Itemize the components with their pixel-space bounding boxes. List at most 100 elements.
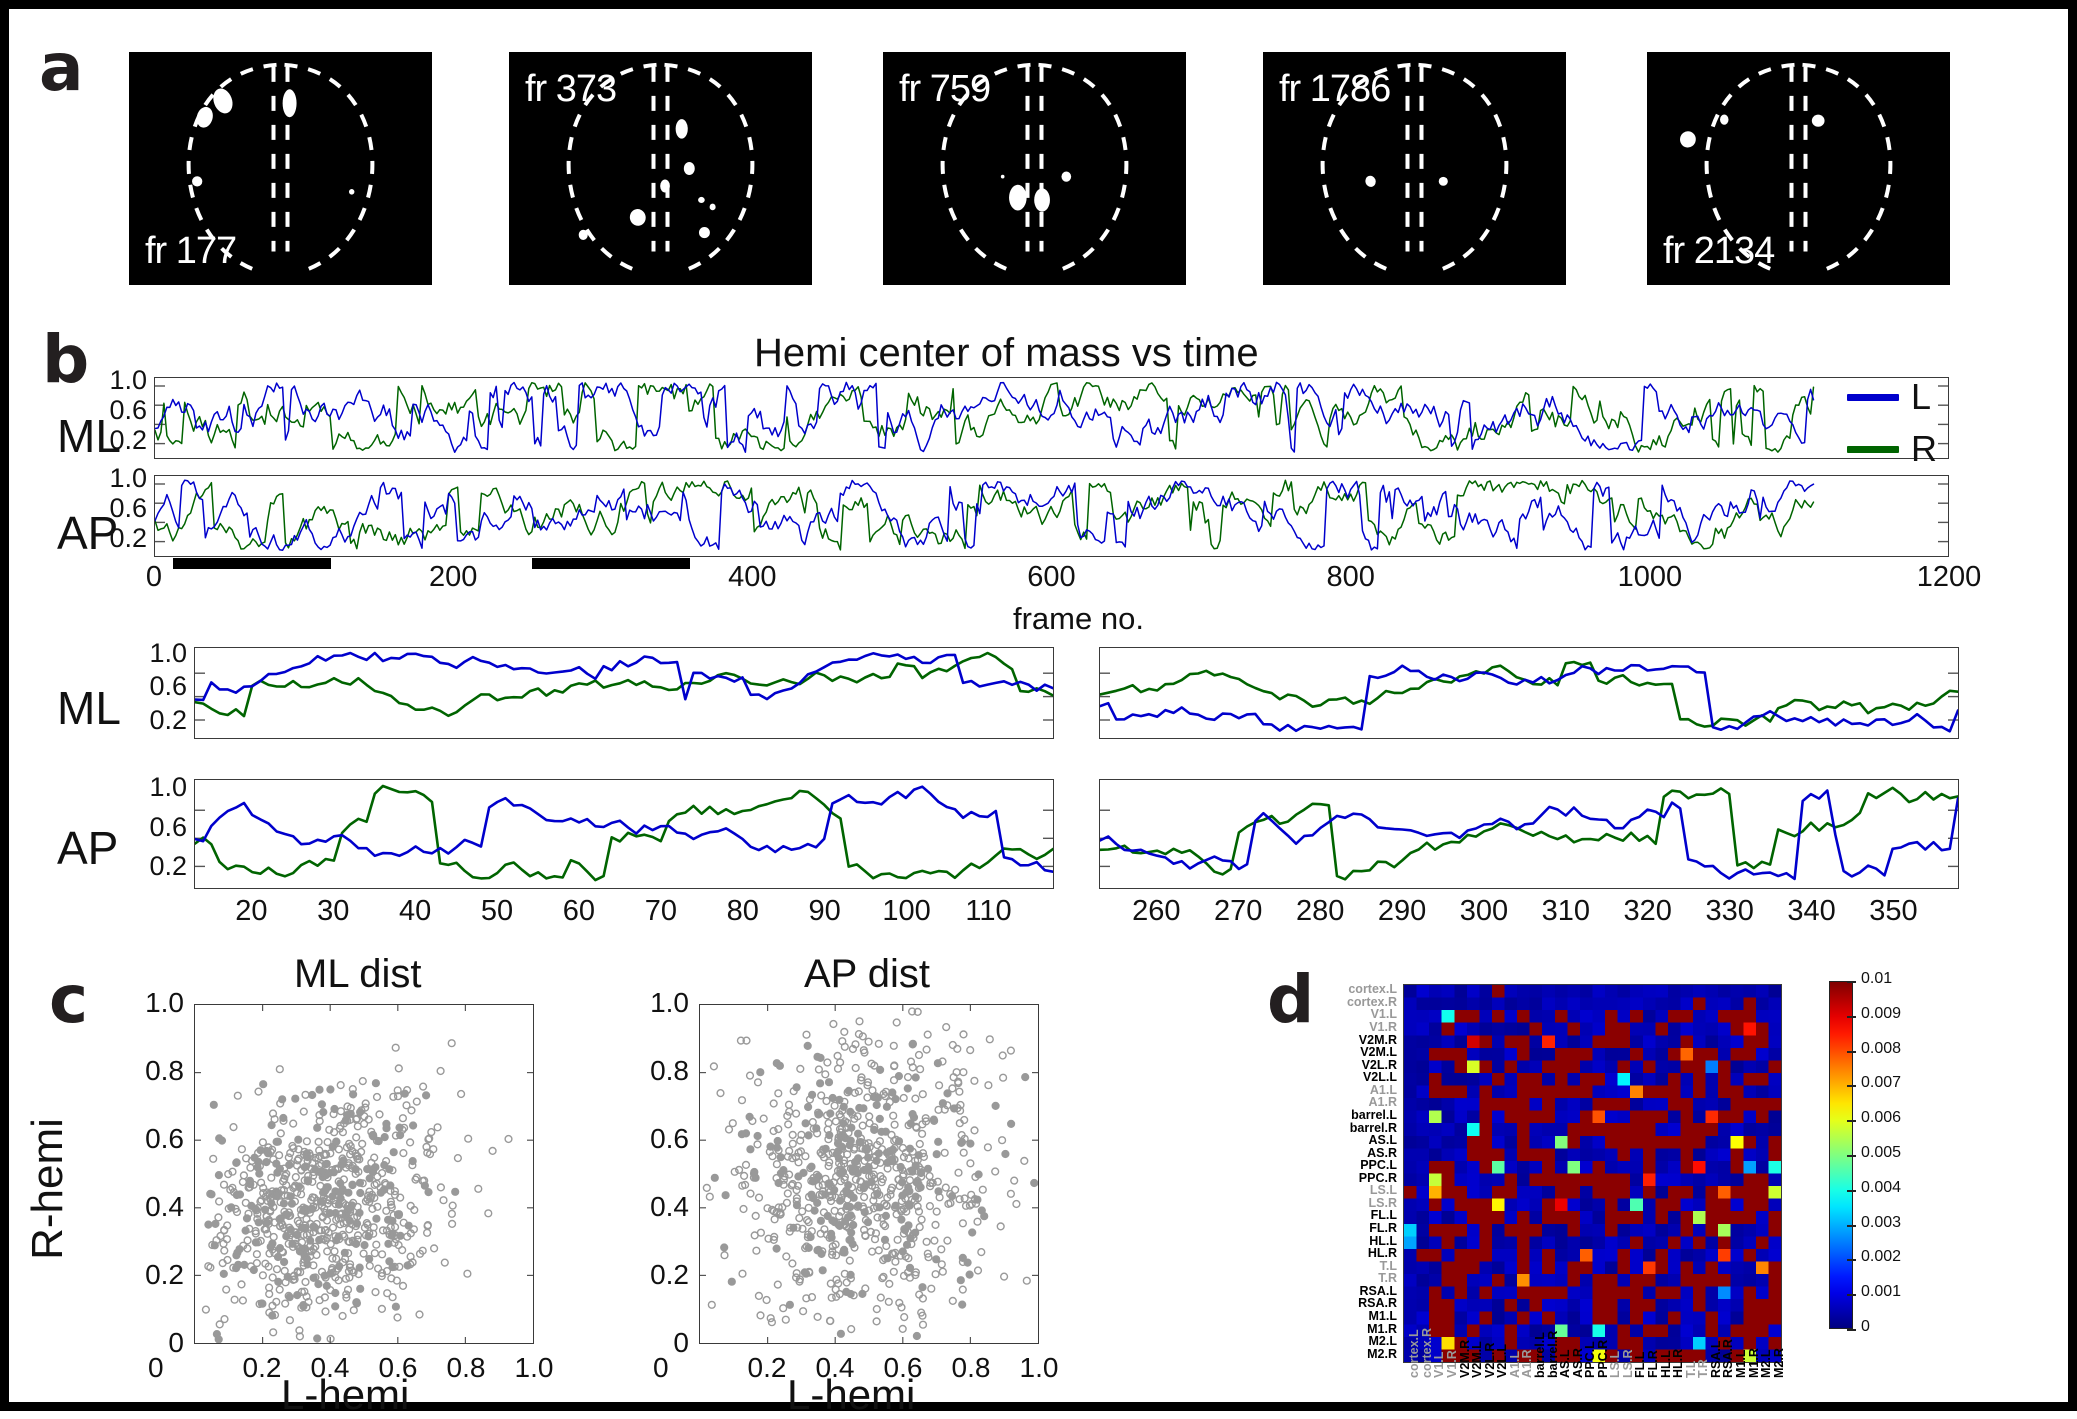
matrix-col-label-m1-l: M1.L (1734, 1349, 1749, 1378)
scatter-1-ytick-0: 0 (673, 1327, 689, 1358)
overview-ytick-1-2: 0.2 (109, 523, 147, 553)
zoom-xtick-0-6: 80 (726, 895, 759, 927)
zoom-xtick-0-8: 100 (882, 895, 931, 927)
matrix-row-label-m1-l: M1.L (1368, 1309, 1397, 1324)
panel-b-letter: b (42, 321, 90, 398)
colorbar-tick-3: 0.007 (1861, 1074, 1902, 1092)
matrix-row-label-barrel-l: barrel.L (1351, 1107, 1397, 1122)
zoom-xtick-1-2: 280 (1295, 895, 1345, 927)
scatter-0-xtick-4: 1.0 (514, 1352, 554, 1383)
overview-xtick-3: 600 (1027, 561, 1076, 593)
matrix-row-label-hl-r: HL.R (1367, 1246, 1397, 1261)
scatter-ap-axes[interactable] (699, 1004, 1039, 1344)
matrix-row-label-ppc-r: PPC.R (1358, 1170, 1397, 1185)
legend-swatch-L (1847, 394, 1899, 401)
scatter-1-xtick-2: 0.6 (883, 1352, 923, 1383)
legend-swatch-R (1847, 446, 1899, 453)
colorbar-tick-1: 0.009 (1861, 1004, 1902, 1022)
brain-frame-3: fr 759 (883, 52, 1186, 285)
colorbar-tick-5: 0.005 (1861, 1144, 1902, 1161)
scatter-0-xtick-3: 0.8 (446, 1352, 486, 1383)
scatter-ap-title: AP dist (804, 952, 930, 996)
zoom-xtick-0-3: 50 (480, 895, 514, 927)
colorbar-tickmark-9 (1847, 1294, 1856, 1297)
scatter-ml-title: ML dist (294, 952, 422, 996)
scatter-0-ytick-0: 0 (168, 1327, 184, 1358)
matrix-row-label-m2-r: M2.R (1367, 1346, 1397, 1361)
overview-xtick-1: 200 (428, 561, 478, 593)
scatter-1-origin-zero: 0 (653, 1352, 669, 1383)
zoom-right-ap-axes[interactable] (1099, 779, 1959, 889)
zoom-xtick-0-2: 40 (399, 895, 432, 927)
overview-xtick-4: 800 (1326, 561, 1375, 593)
zoom-xtick-1-8: 340 (1787, 895, 1836, 927)
matrix-row-label-m2-l: M2.L (1368, 1334, 1397, 1349)
panel-d-letter: d (1267, 961, 1315, 1038)
zoom-xtick-0-7: 90 (808, 895, 841, 927)
matrix-col-label-v1-r: V1.R (1444, 1350, 1459, 1378)
colorbar-tick-0: 0.01 (1861, 970, 1893, 987)
zoom-xtick-1-7: 330 (1705, 895, 1754, 927)
matrix-row-label-t-r: T.R (1378, 1271, 1397, 1286)
scatter-0-ytick-3: 0.6 (145, 1123, 184, 1154)
overview-xtick-5: 1000 (1617, 561, 1683, 593)
panel-b-xlabel: frame no. (1013, 601, 1144, 636)
panel-b-row-label-ml: ML (57, 410, 121, 462)
zoom-ytick-0-0: 1.0 (149, 638, 187, 669)
colorbar-tick-4: 0.006 (1861, 1109, 1902, 1127)
panel-a-letter: a (39, 29, 84, 106)
matrix-row-label-rsa-l: RSA.L (1359, 1283, 1398, 1298)
colorbar-tickmark-8 (1847, 1259, 1856, 1262)
legend-label-L: L (1911, 376, 1932, 417)
zoom-xtick-1-0: 260 (1132, 895, 1181, 927)
zoom-xtick-0-4: 60 (562, 895, 596, 927)
zoom-ytick-1-0: 1.0 (149, 771, 187, 802)
scatter-0-ytick-1: 0.2 (145, 1259, 184, 1290)
brain-frame-2: fr 373 (509, 52, 812, 285)
colorbar-tickmark-6 (1847, 1189, 1856, 1192)
overview-xtick-0: 0 (145, 561, 163, 593)
brain-frame-4: fr 1786 (1263, 52, 1566, 285)
matrix-row-label-cortex-l: cortex.L (1348, 982, 1397, 997)
panel-b-title: Hemi center of mass vs time (754, 331, 1259, 375)
matrix-row-label-v2m-r: V2M.R (1358, 1032, 1397, 1047)
panel-b-zoom-row-label-ml: ML (57, 682, 121, 734)
colorbar-tickmark-4 (1847, 1120, 1856, 1123)
matrix-row-label-v1-l: V1.L (1370, 1007, 1397, 1022)
matrix-row-label-a1-r: A1.R (1368, 1095, 1397, 1110)
scatter-0-xtick-1: 0.4 (310, 1352, 350, 1383)
zoom-left-ap-axes[interactable] (194, 779, 1054, 889)
zoom-right-ml-axes[interactable] (1099, 647, 1959, 739)
scatter-0-ytick-5: 1.0 (145, 987, 184, 1018)
overview-ml-axes[interactable] (154, 377, 1949, 459)
brain-frame-label-5: fr 2134 (1663, 230, 1775, 272)
panel-b-zoom-row-label-ap: AP (57, 822, 119, 874)
colorbar-tickmark-10 (1847, 1329, 1856, 1331)
panel-c-letter: c (49, 961, 89, 1038)
brain-frame-label-4: fr 1786 (1279, 68, 1391, 110)
matrix-col-label-as-l: AS.L (1558, 1349, 1573, 1378)
overview-ap-axes[interactable] (154, 475, 1949, 557)
brain-frame-label-2: fr 373 (525, 68, 617, 110)
connectivity-matrix[interactable] (1403, 984, 1782, 1363)
zoom-xtick-1-5: 310 (1541, 895, 1591, 927)
colorbar-tickmark-7 (1847, 1224, 1856, 1227)
colorbar-tickmark-1 (1847, 1015, 1856, 1018)
zoom-ytick-1-2: 0.2 (149, 851, 187, 882)
colorbar-tickmark-3 (1847, 1085, 1856, 1088)
brain-frame-label-3: fr 759 (899, 68, 991, 110)
zoom-ytick-0-2: 0.2 (149, 704, 187, 735)
overview-xtick-2: 400 (728, 561, 777, 593)
scatter-0-ytick-4: 0.8 (145, 1055, 184, 1086)
brain-frame-1: fr 177 (129, 52, 432, 285)
scatter-ml-axes[interactable] (194, 1004, 534, 1344)
scatter-ap-xlabel: L-hemi (787, 1371, 916, 1418)
matrix-col-label-barrel-l: barrel.L (1532, 1332, 1547, 1378)
overview-ytick-1-1: 0.6 (109, 493, 147, 523)
zoom-left-ml-axes[interactable] (194, 647, 1054, 739)
matrix-col-label-m2-r: M2.R (1771, 1348, 1786, 1378)
matrix-row-label-v2l-r: V2L.R (1361, 1057, 1397, 1072)
matrix-row-label-ls-r: LS.R (1368, 1195, 1397, 1210)
scatter-1-ytick-4: 0.8 (650, 1055, 689, 1086)
